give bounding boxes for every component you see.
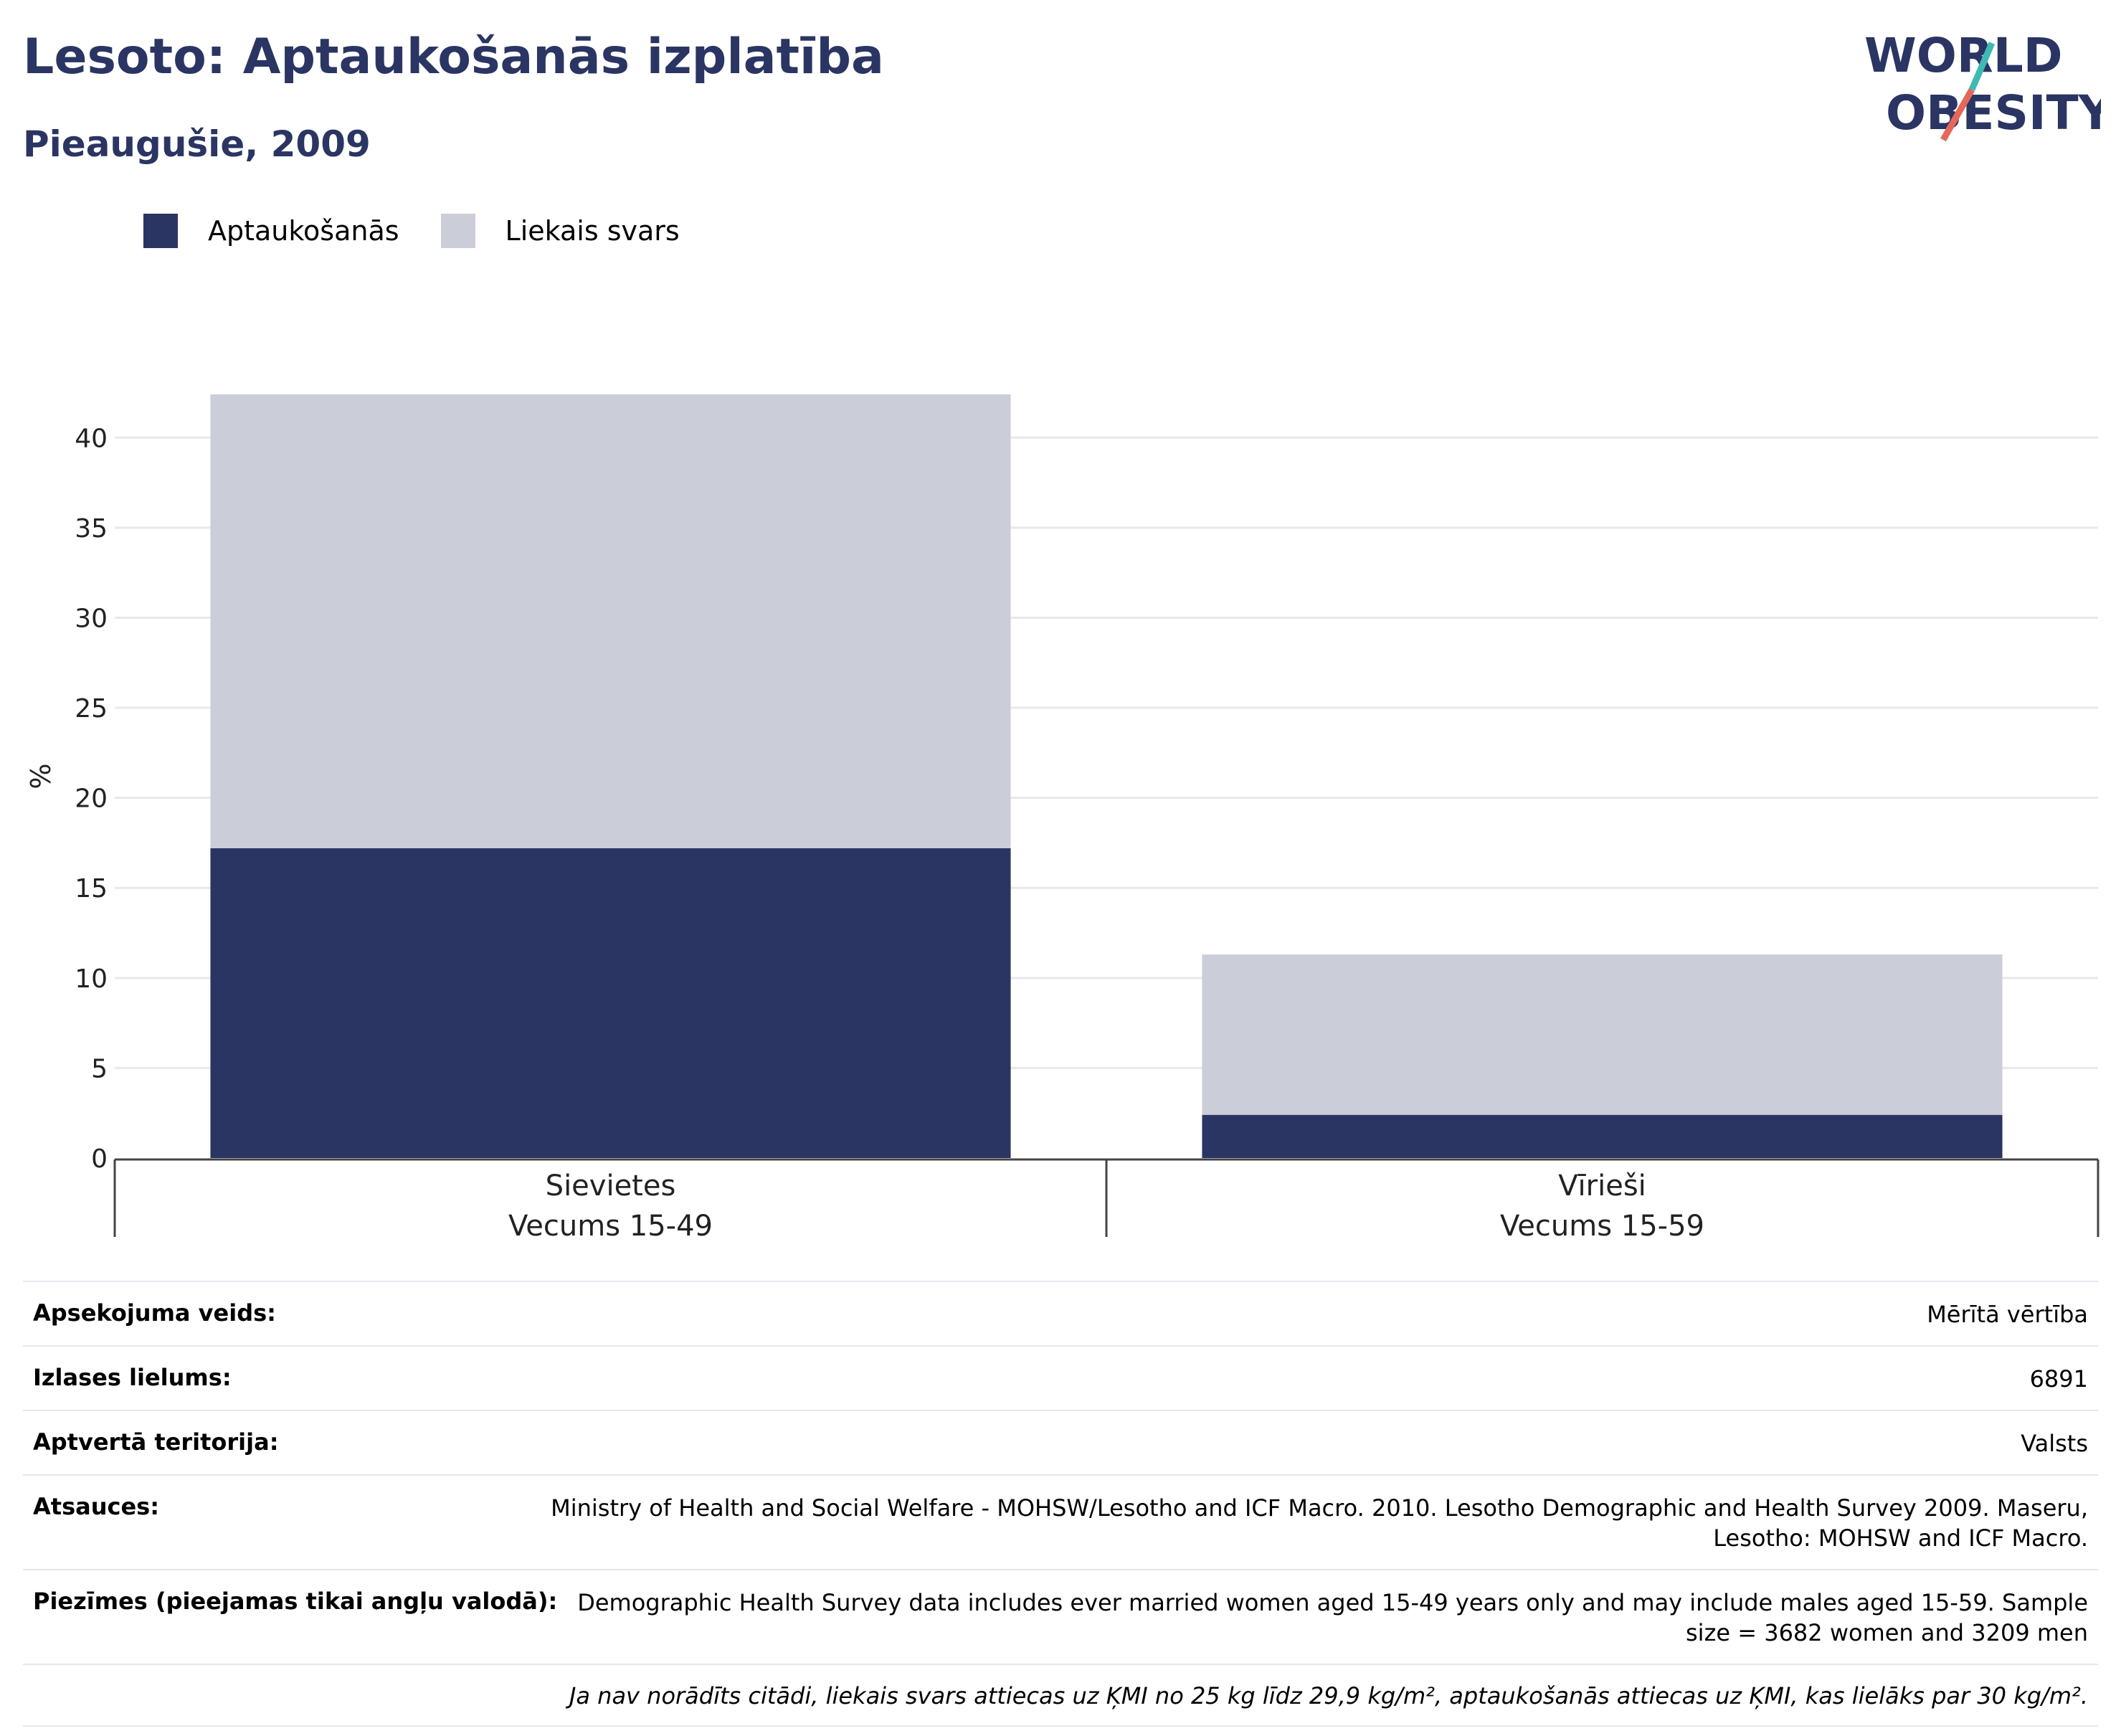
legend: Aptaukošanās Liekais svars bbox=[143, 214, 721, 248]
x-category-label: Vīrieši bbox=[1558, 1170, 1646, 1203]
y-axis-label: % bbox=[25, 763, 57, 789]
footnote-text: Ja nav norādīts citādi, liekais svars at… bbox=[569, 1682, 2088, 1709]
y-tick-label: 20 bbox=[75, 784, 108, 814]
meta-footnote: Ja nav norādīts citādi, liekais svars at… bbox=[23, 1664, 2098, 1727]
y-tick-label: 40 bbox=[75, 424, 108, 453]
meta-row-coverage: Aptvertā teritorija: Valsts bbox=[23, 1410, 2098, 1474]
legend-item-obesity[interactable]: Aptaukošanās bbox=[143, 214, 399, 248]
legend-swatch-obesity bbox=[143, 214, 178, 248]
x-category-label: Sievietes bbox=[546, 1170, 676, 1203]
legend-label-overweight: Liekais svars bbox=[505, 215, 680, 247]
y-tick-label: 30 bbox=[75, 604, 108, 633]
y-tick-label: 10 bbox=[75, 964, 108, 994]
meta-value: Demographic Health Survey data includes … bbox=[577, 1589, 2088, 1646]
bar-overweight-1 bbox=[1202, 954, 2003, 1115]
meta-value: Mērītā vērtība bbox=[1927, 1301, 2088, 1328]
y-tick-label: 0 bbox=[91, 1144, 108, 1174]
chart-title: Lesoto: Aptaukošanās izplatība bbox=[23, 29, 884, 85]
logo-teal-stroke bbox=[1968, 42, 1996, 91]
meta-row-references: Atsauces: Ministry of Health and Social … bbox=[23, 1474, 2098, 1569]
meta-value: Ministry of Health and Social Welfare - … bbox=[551, 1494, 2088, 1552]
meta-row-sample-size: Izlases lielums: 6891 bbox=[23, 1345, 2098, 1410]
logo-line-2: OBESITY bbox=[1886, 85, 2101, 141]
logo-coral-stroke bbox=[1940, 87, 1975, 142]
y-tick-label: 35 bbox=[75, 514, 108, 544]
chart-subtitle: Pieaugušie, 2009 bbox=[23, 123, 371, 165]
meta-value: 6891 bbox=[2029, 1365, 2088, 1393]
meta-row-survey-type: Apsekojuma veids: Mērītā vērtība bbox=[23, 1281, 2098, 1345]
x-category-sublabel: Vecums 15-59 bbox=[1500, 1210, 1704, 1243]
meta-key: Izlases lielums: bbox=[33, 1364, 232, 1391]
meta-row-notes: Piezīmes (pieejamas tikai angļu valodā):… bbox=[23, 1569, 2098, 1664]
meta-value: Valsts bbox=[2021, 1430, 2088, 1457]
survey-metadata-table: Apsekojuma veids: Mērītā vērtība Izlases… bbox=[23, 1281, 2098, 1727]
x-category-sublabel: Vecums 15-49 bbox=[508, 1210, 713, 1243]
bar-obesity-1 bbox=[1202, 1114, 2003, 1158]
meta-key: Apsekojuma veids: bbox=[33, 1299, 276, 1327]
bar-overweight-0 bbox=[210, 394, 1011, 848]
y-tick-label: 25 bbox=[75, 694, 108, 724]
world-obesity-logo: WORLD OBESITY bbox=[1864, 28, 2101, 142]
legend-item-overweight[interactable]: Liekais svars bbox=[440, 214, 680, 248]
legend-label-obesity: Aptaukošanās bbox=[208, 215, 399, 247]
meta-key: Aptvertā teritorija: bbox=[33, 1428, 279, 1456]
bar-obesity-0 bbox=[210, 848, 1011, 1158]
legend-swatch-overweight bbox=[440, 214, 475, 248]
y-tick-label: 15 bbox=[75, 874, 108, 903]
meta-key: Atsauces: bbox=[33, 1493, 159, 1520]
meta-key: Piezīmes (pieejamas tikai angļu valodā): bbox=[33, 1588, 558, 1615]
stacked-bar-chart: 0 5 10 15 20 25 30 35 40% Sievietes Vecums 15-49 Vī… bbox=[25, 394, 2099, 1243]
y-tick-label: 5 bbox=[91, 1054, 108, 1083]
logo-line-1: WORLD bbox=[1864, 28, 2063, 83]
